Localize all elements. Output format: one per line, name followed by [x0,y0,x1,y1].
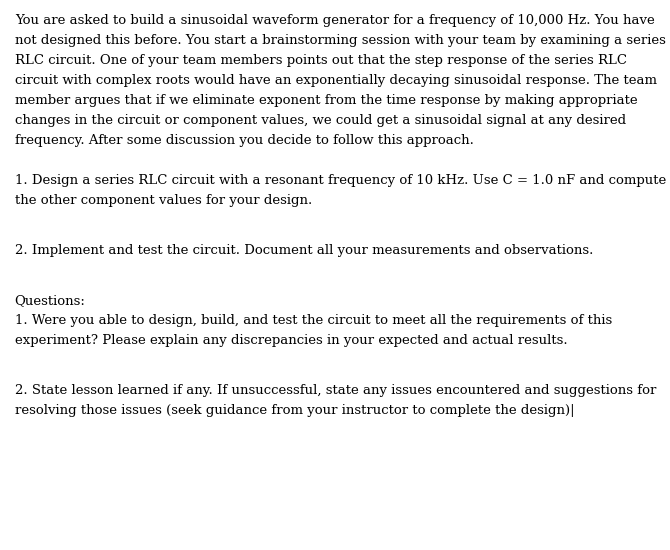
Text: Questions:: Questions: [15,294,86,307]
Text: 1. Were you able to design, build, and test the circuit to meet all the requirem: 1. Were you able to design, build, and t… [15,314,612,327]
Text: not designed this before. You start a brainstorming session with your team by ex: not designed this before. You start a br… [15,34,665,47]
Text: circuit with complex roots would have an exponentially decaying sinusoidal respo: circuit with complex roots would have an… [15,74,657,87]
Text: changes in the circuit or component values, we could get a sinusoidal signal at : changes in the circuit or component valu… [15,114,626,127]
Text: 2. Implement and test the circuit. Document all your measurements and observatio: 2. Implement and test the circuit. Docum… [15,244,593,257]
Text: 2. State lesson learned if any. If unsuccessful, state any issues encountered an: 2. State lesson learned if any. If unsuc… [15,384,656,397]
Text: frequency. After some discussion you decide to follow this approach.: frequency. After some discussion you dec… [15,134,474,147]
Text: member argues that if we eliminate exponent from the time response by making app: member argues that if we eliminate expon… [15,94,637,107]
Text: the other component values for your design.: the other component values for your desi… [15,194,312,207]
Text: You are asked to build a sinusoidal waveform generator for a frequency of 10,000: You are asked to build a sinusoidal wave… [15,14,655,27]
Text: 1. Design a series RLC circuit with a resonant frequency of 10 kHz. Use C = 1.0 : 1. Design a series RLC circuit with a re… [15,174,666,187]
Text: RLC circuit. One of your team members points out that the step response of the s: RLC circuit. One of your team members po… [15,54,626,67]
Text: experiment? Please explain any discrepancies in your expected and actual results: experiment? Please explain any discrepan… [15,334,567,347]
Text: resolving those issues (seek guidance from your instructor to complete the desig: resolving those issues (seek guidance fr… [15,404,574,417]
